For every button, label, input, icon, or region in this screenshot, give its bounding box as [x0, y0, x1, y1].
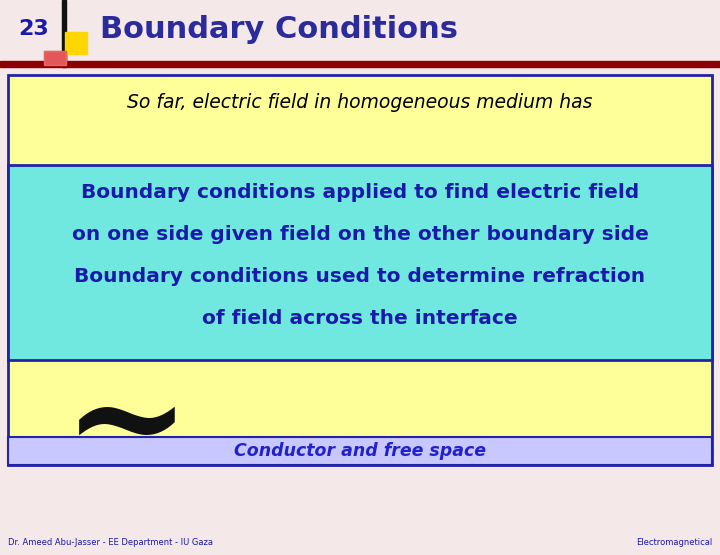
- Bar: [8, 75, 712, 465]
- Text: 23: 23: [18, 19, 49, 39]
- Bar: [44, 51, 66, 65]
- Text: ~: ~: [63, 352, 191, 501]
- Bar: [62, 0, 66, 67]
- Bar: [8, 165, 712, 360]
- Bar: [65, 32, 87, 54]
- Text: Dr. Ameed Abu-Jasser - EE Department - IU Gaza: Dr. Ameed Abu-Jasser - EE Department - I…: [8, 538, 213, 547]
- Text: Boundary conditions used to determine refraction: Boundary conditions used to determine re…: [74, 267, 646, 286]
- Text: Boundary conditions applied to find electric field: Boundary conditions applied to find elec…: [81, 183, 639, 202]
- Bar: [8, 437, 712, 465]
- Text: on one side given field on the other boundary side: on one side given field on the other bou…: [71, 225, 649, 244]
- Text: Conductor and free space: Conductor and free space: [234, 442, 486, 460]
- Text: Boundary Conditions: Boundary Conditions: [100, 14, 458, 43]
- Bar: [44, 51, 66, 65]
- Text: of field across the interface: of field across the interface: [202, 309, 518, 328]
- Bar: [0, 61, 720, 67]
- Text: ~: ~: [63, 117, 215, 293]
- Text: So far, electric field in homogeneous medium has: So far, electric field in homogeneous me…: [127, 93, 593, 112]
- Text: Electromagnetical: Electromagnetical: [636, 538, 712, 547]
